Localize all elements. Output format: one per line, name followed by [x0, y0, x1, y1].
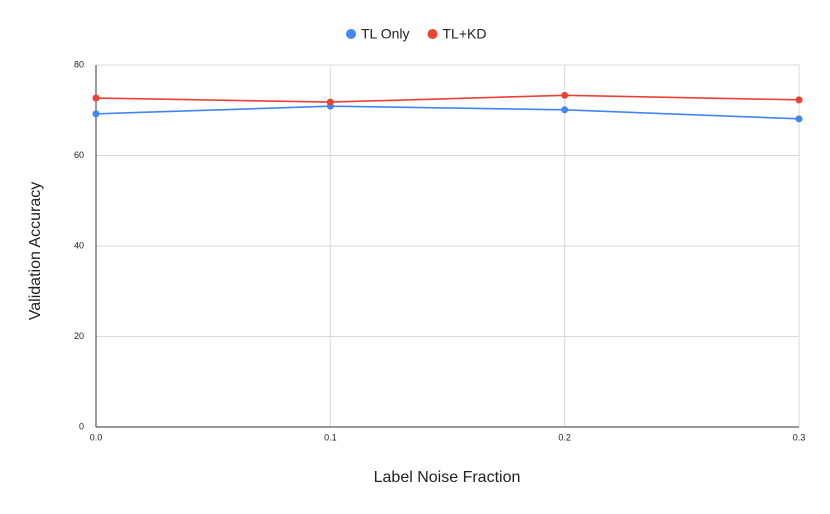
y-tick-label: 80 [74, 59, 84, 69]
point [795, 96, 803, 104]
point [92, 110, 100, 118]
y-tick-label: 0 [79, 421, 84, 431]
legend-label: TL+KD [443, 26, 487, 42]
y-tick-label: 60 [74, 150, 84, 160]
point [92, 94, 100, 102]
y-axis-label: Validation Accuracy [27, 182, 44, 320]
line [95, 94, 800, 103]
y-tick-label: 20 [74, 331, 84, 341]
point [795, 115, 803, 123]
x-tick-label: 0.0 [90, 432, 103, 442]
x-axis-label: Label Noise Fraction [374, 469, 521, 486]
line [95, 105, 800, 120]
point [561, 106, 569, 114]
y-tick-label: 40 [74, 240, 84, 250]
point [326, 98, 334, 106]
x-tick-label: 0.2 [558, 432, 571, 442]
legend-label: TL Only [361, 26, 410, 42]
legend-marker [427, 29, 438, 39]
point [561, 91, 569, 99]
x-tick-label: 0.1 [324, 432, 337, 442]
legend-marker [346, 29, 356, 39]
x-tick-label: 0.3 [793, 432, 806, 442]
